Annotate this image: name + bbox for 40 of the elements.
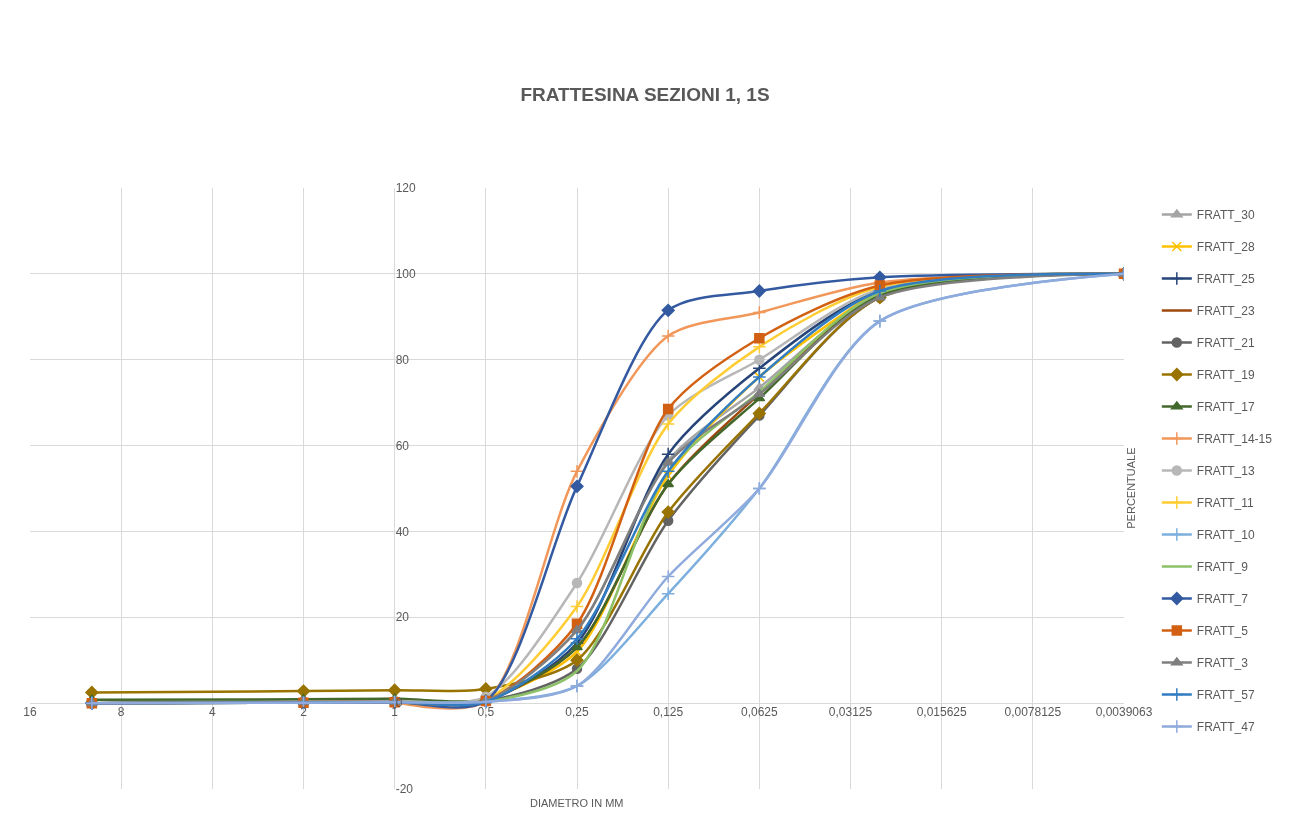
x-tick-label: 0,0078125 [1004,705,1062,720]
legend-label: FRATT_7 [1196,592,1249,607]
y-tick-label: 20 [395,610,410,625]
x-tick-label: 4 [208,705,216,720]
x-tick-label: 0,125 [653,705,684,720]
legend-label: FRATT_9 [1196,560,1249,575]
y-tick-label: 40 [395,524,410,539]
legend-label: FRATT_47 [1196,720,1255,735]
legend-label: FRATT_19 [1196,368,1255,383]
legend-label: FRATT_30 [1196,208,1255,223]
y-tick-label: 120 [395,181,417,196]
x-axis-title: DIAMETRO IN MM [530,797,624,809]
legend-label: FRATT_21 [1196,336,1255,351]
legend-label: FRATT_11 [1196,496,1255,511]
y-tick-label: 80 [395,352,410,367]
legend-label: FRATT_23 [1196,304,1255,319]
legend-label: FRATT_3 [1196,656,1249,671]
legend-label: FRATT_28 [1196,240,1255,255]
legend-label: FRATT_10 [1196,528,1255,543]
x-tick-label: 0,03125 [828,705,873,720]
x-tick-label: 16 [23,705,37,720]
y-tick-label: -20 [395,782,414,797]
legend-label: FRATT_14-15 [1196,432,1273,447]
legend-label: FRATT_57 [1196,688,1255,703]
y-tick-label: 100 [395,267,417,282]
y-tick-label: 60 [395,438,410,453]
y-axis-title: PERCENTUALE [1124,447,1137,529]
x-tick-label: 0,5 [477,705,495,720]
x-tick-label: 2 [300,705,308,720]
chart-title: FRATTESINA SEZIONI 1, 1S [520,84,770,106]
x-tick-label: 0,0625 [740,705,779,720]
legend-label: FRATT_17 [1196,400,1255,415]
legend-label: FRATT_13 [1196,464,1255,479]
x-tick-label: 0,015625 [916,705,968,720]
x-tick-label: 0,0039063 [1095,705,1153,720]
x-tick-label: 8 [117,705,125,720]
legend-label: FRATT_5 [1196,624,1249,639]
x-tick-label: 1 [391,705,399,720]
x-tick-label: 0,25 [565,705,589,720]
legend-label: FRATT_25 [1196,272,1255,287]
